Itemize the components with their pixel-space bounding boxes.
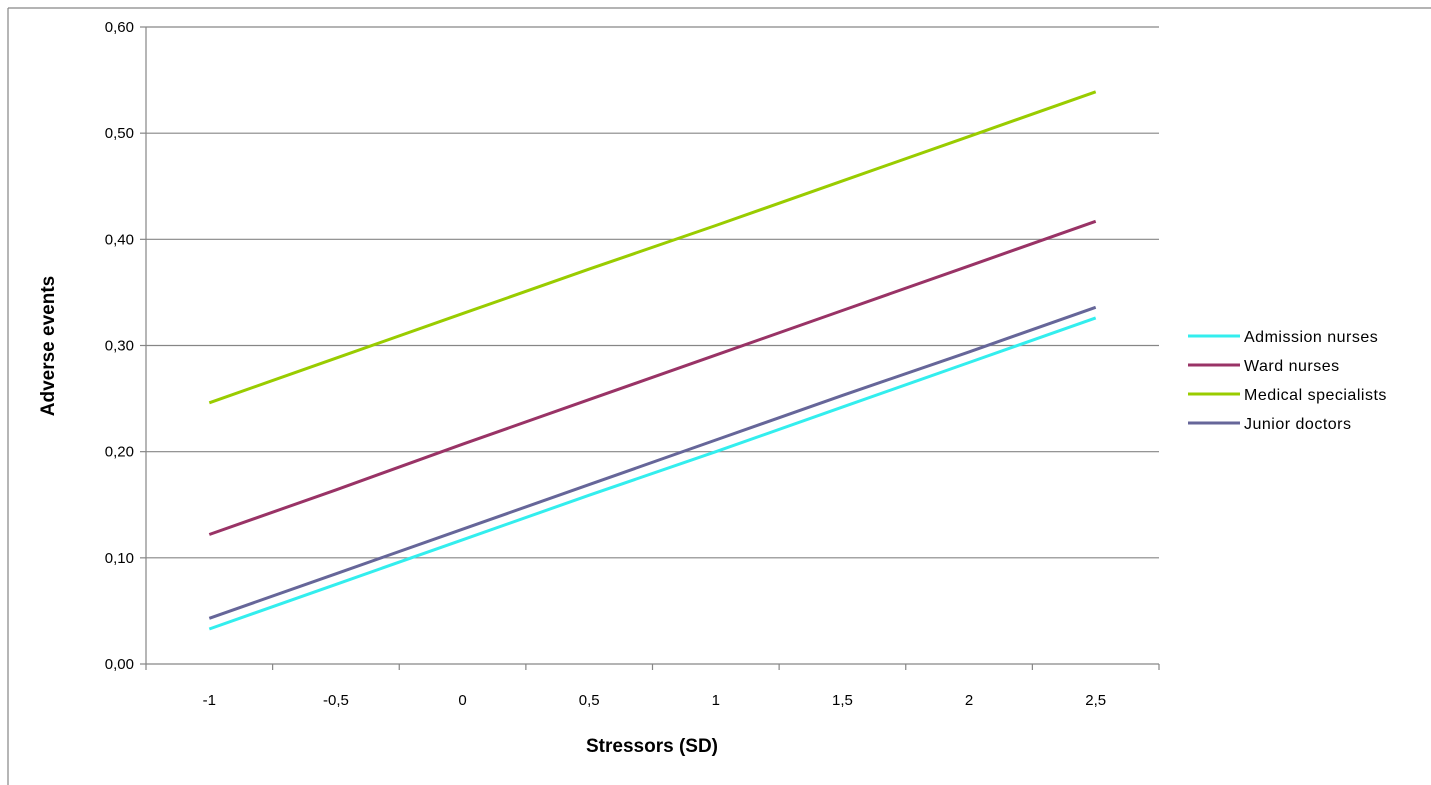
x-axis-title: Stressors (SD) <box>586 736 718 757</box>
y-tick-label: 0,10 <box>105 550 134 567</box>
legend-label-junior-doctors: Junior doctors <box>1244 416 1352 433</box>
y-tick-label: 0,00 <box>105 656 134 673</box>
legend-label-ward-nurses: Ward nurses <box>1244 358 1340 375</box>
y-tick-label: 0,30 <box>105 338 134 355</box>
x-tick-label: 0,5 <box>579 692 600 709</box>
x-tick-label: 2,5 <box>1085 692 1106 709</box>
x-tick-label: 1 <box>712 692 720 709</box>
y-tick-label: 0,60 <box>105 19 134 36</box>
legend-label-admission-nurses: Admission nurses <box>1244 329 1378 346</box>
x-tick-label: 0 <box>458 692 466 709</box>
y-tick-label: 0,20 <box>105 444 134 461</box>
legend-label-medical-specialists: Medical specialists <box>1244 387 1387 404</box>
y-tick-label: 0,50 <box>105 125 134 142</box>
x-tick-label: 2 <box>965 692 973 709</box>
x-tick-label: -1 <box>203 692 216 709</box>
y-axis-title: Adverse events <box>38 276 59 416</box>
y-tick-label: 0,40 <box>105 231 134 248</box>
x-tick-label: -0,5 <box>323 692 349 709</box>
x-tick-label: 1,5 <box>832 692 853 709</box>
